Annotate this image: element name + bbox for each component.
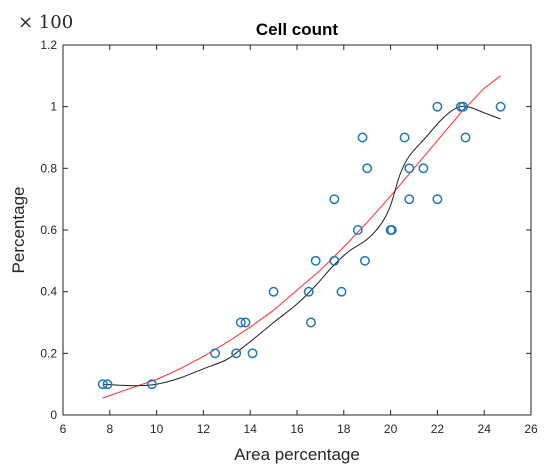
data-point xyxy=(247,348,258,359)
data-point xyxy=(231,348,242,359)
x-tick-label: 14 xyxy=(244,422,258,436)
y-tick-label: 1.2 xyxy=(40,38,57,52)
y-tick-label: 0.4 xyxy=(40,285,57,299)
y-tick-label: 1 xyxy=(50,100,57,114)
data-point xyxy=(235,317,246,328)
y-multiplier: × 100 xyxy=(18,12,73,33)
data-point xyxy=(97,379,108,390)
x-tick-label: 20 xyxy=(384,422,398,436)
data-point xyxy=(432,194,443,205)
x-tick-label: 8 xyxy=(106,422,113,436)
data-point xyxy=(495,101,506,112)
y-axis-label: Percentage xyxy=(9,187,28,274)
y-tick-label: 0 xyxy=(50,408,57,422)
y-tick-label: 0.6 xyxy=(40,223,57,237)
data-point xyxy=(336,286,347,297)
data-point xyxy=(404,194,415,205)
data-point xyxy=(404,163,415,174)
data-point xyxy=(362,163,373,174)
data-point xyxy=(386,225,397,235)
x-tick-label: 24 xyxy=(478,422,492,436)
y-tick-label: 0.2 xyxy=(40,346,57,360)
x-tick-label: 22 xyxy=(431,422,445,436)
data-point xyxy=(359,255,370,266)
data-point xyxy=(329,194,340,205)
points-layer xyxy=(97,101,506,390)
chart-title: Cell count xyxy=(256,20,339,39)
data-point xyxy=(329,255,340,266)
data-point xyxy=(210,348,221,359)
fit-curve-layer xyxy=(102,75,501,399)
data-point xyxy=(458,101,469,112)
x-tick-label: 26 xyxy=(524,422,538,436)
x-tick-label: 12 xyxy=(197,422,211,436)
data-point xyxy=(268,286,279,297)
y-axis: 0 0.2 0.4 0.6 0.8 1 1.2 xyxy=(40,38,531,422)
x-tick-label: 16 xyxy=(290,422,304,436)
data-point xyxy=(310,255,321,266)
data-point xyxy=(399,132,410,143)
plot-area xyxy=(62,44,532,416)
fit-curve xyxy=(102,75,501,399)
data-point xyxy=(303,286,314,297)
x-axis-label: Area percentage xyxy=(234,445,360,464)
x-tick-label: 6 xyxy=(60,422,67,436)
smooth-curve xyxy=(102,105,501,387)
data-point xyxy=(418,163,429,174)
x-tick-label: 10 xyxy=(150,422,164,436)
y-tick-label: 0.8 xyxy=(40,161,57,175)
data-point xyxy=(306,317,316,328)
data-point xyxy=(352,225,363,235)
x-axis: 6 8 10 12 14 16 18 20 22 24 26 xyxy=(60,45,538,436)
data-point xyxy=(432,101,443,112)
data-point xyxy=(460,132,471,143)
data-point xyxy=(357,132,368,143)
data-point xyxy=(146,379,157,390)
data-point xyxy=(240,317,251,328)
smooth-curve-layer xyxy=(102,105,501,387)
data-point xyxy=(102,379,113,390)
x-tick-label: 18 xyxy=(337,422,351,436)
